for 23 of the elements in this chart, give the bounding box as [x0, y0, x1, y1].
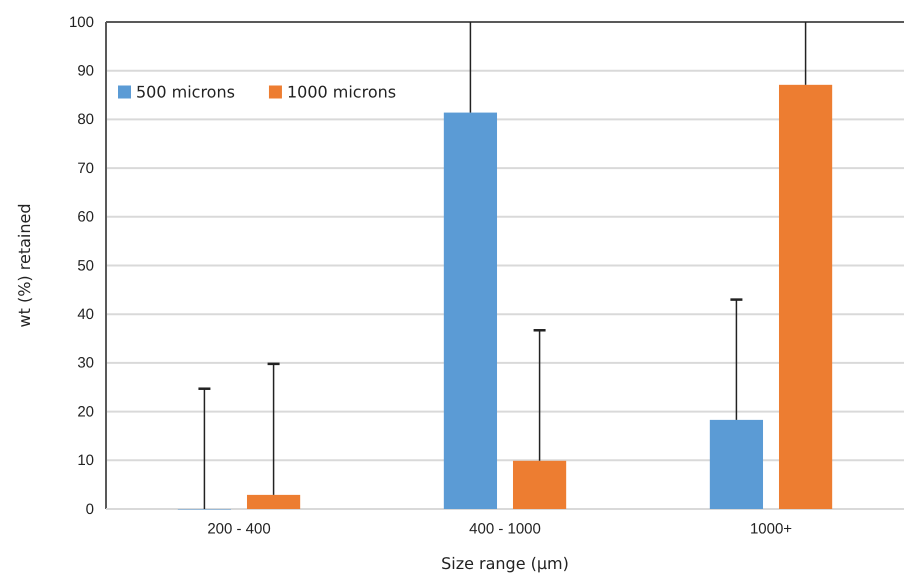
bar	[246, 494, 300, 509]
x-axis-title: Size range (µm)	[441, 554, 569, 573]
x-tick-label: 400 - 1000	[469, 520, 541, 538]
y-tick-label: 60	[77, 208, 94, 226]
x-tick-label: 200 - 400	[207, 520, 271, 538]
y-tick-label: 0	[86, 500, 94, 518]
y-tick-label: 50	[77, 257, 94, 274]
bar	[710, 420, 764, 509]
legend-label: 500 microns	[136, 82, 235, 102]
y-tick-label: 70	[77, 160, 94, 177]
y-tick-label: 20	[77, 403, 94, 420]
y-tick-label: 10	[77, 452, 94, 470]
y-tick-label: 100	[68, 14, 94, 31]
y-tick-label: 40	[77, 306, 94, 323]
y-axis-title: wt (%) retained	[15, 204, 34, 328]
y-tick-label: 30	[77, 354, 94, 372]
y-tick-label: 90	[77, 62, 94, 80]
bar	[778, 84, 832, 509]
x-tick-label: 1000+	[750, 520, 792, 538]
legend-label: 1000 microns	[286, 82, 396, 102]
y-tick-label: 80	[77, 111, 94, 128]
bar	[512, 460, 566, 509]
bar	[444, 112, 498, 509]
